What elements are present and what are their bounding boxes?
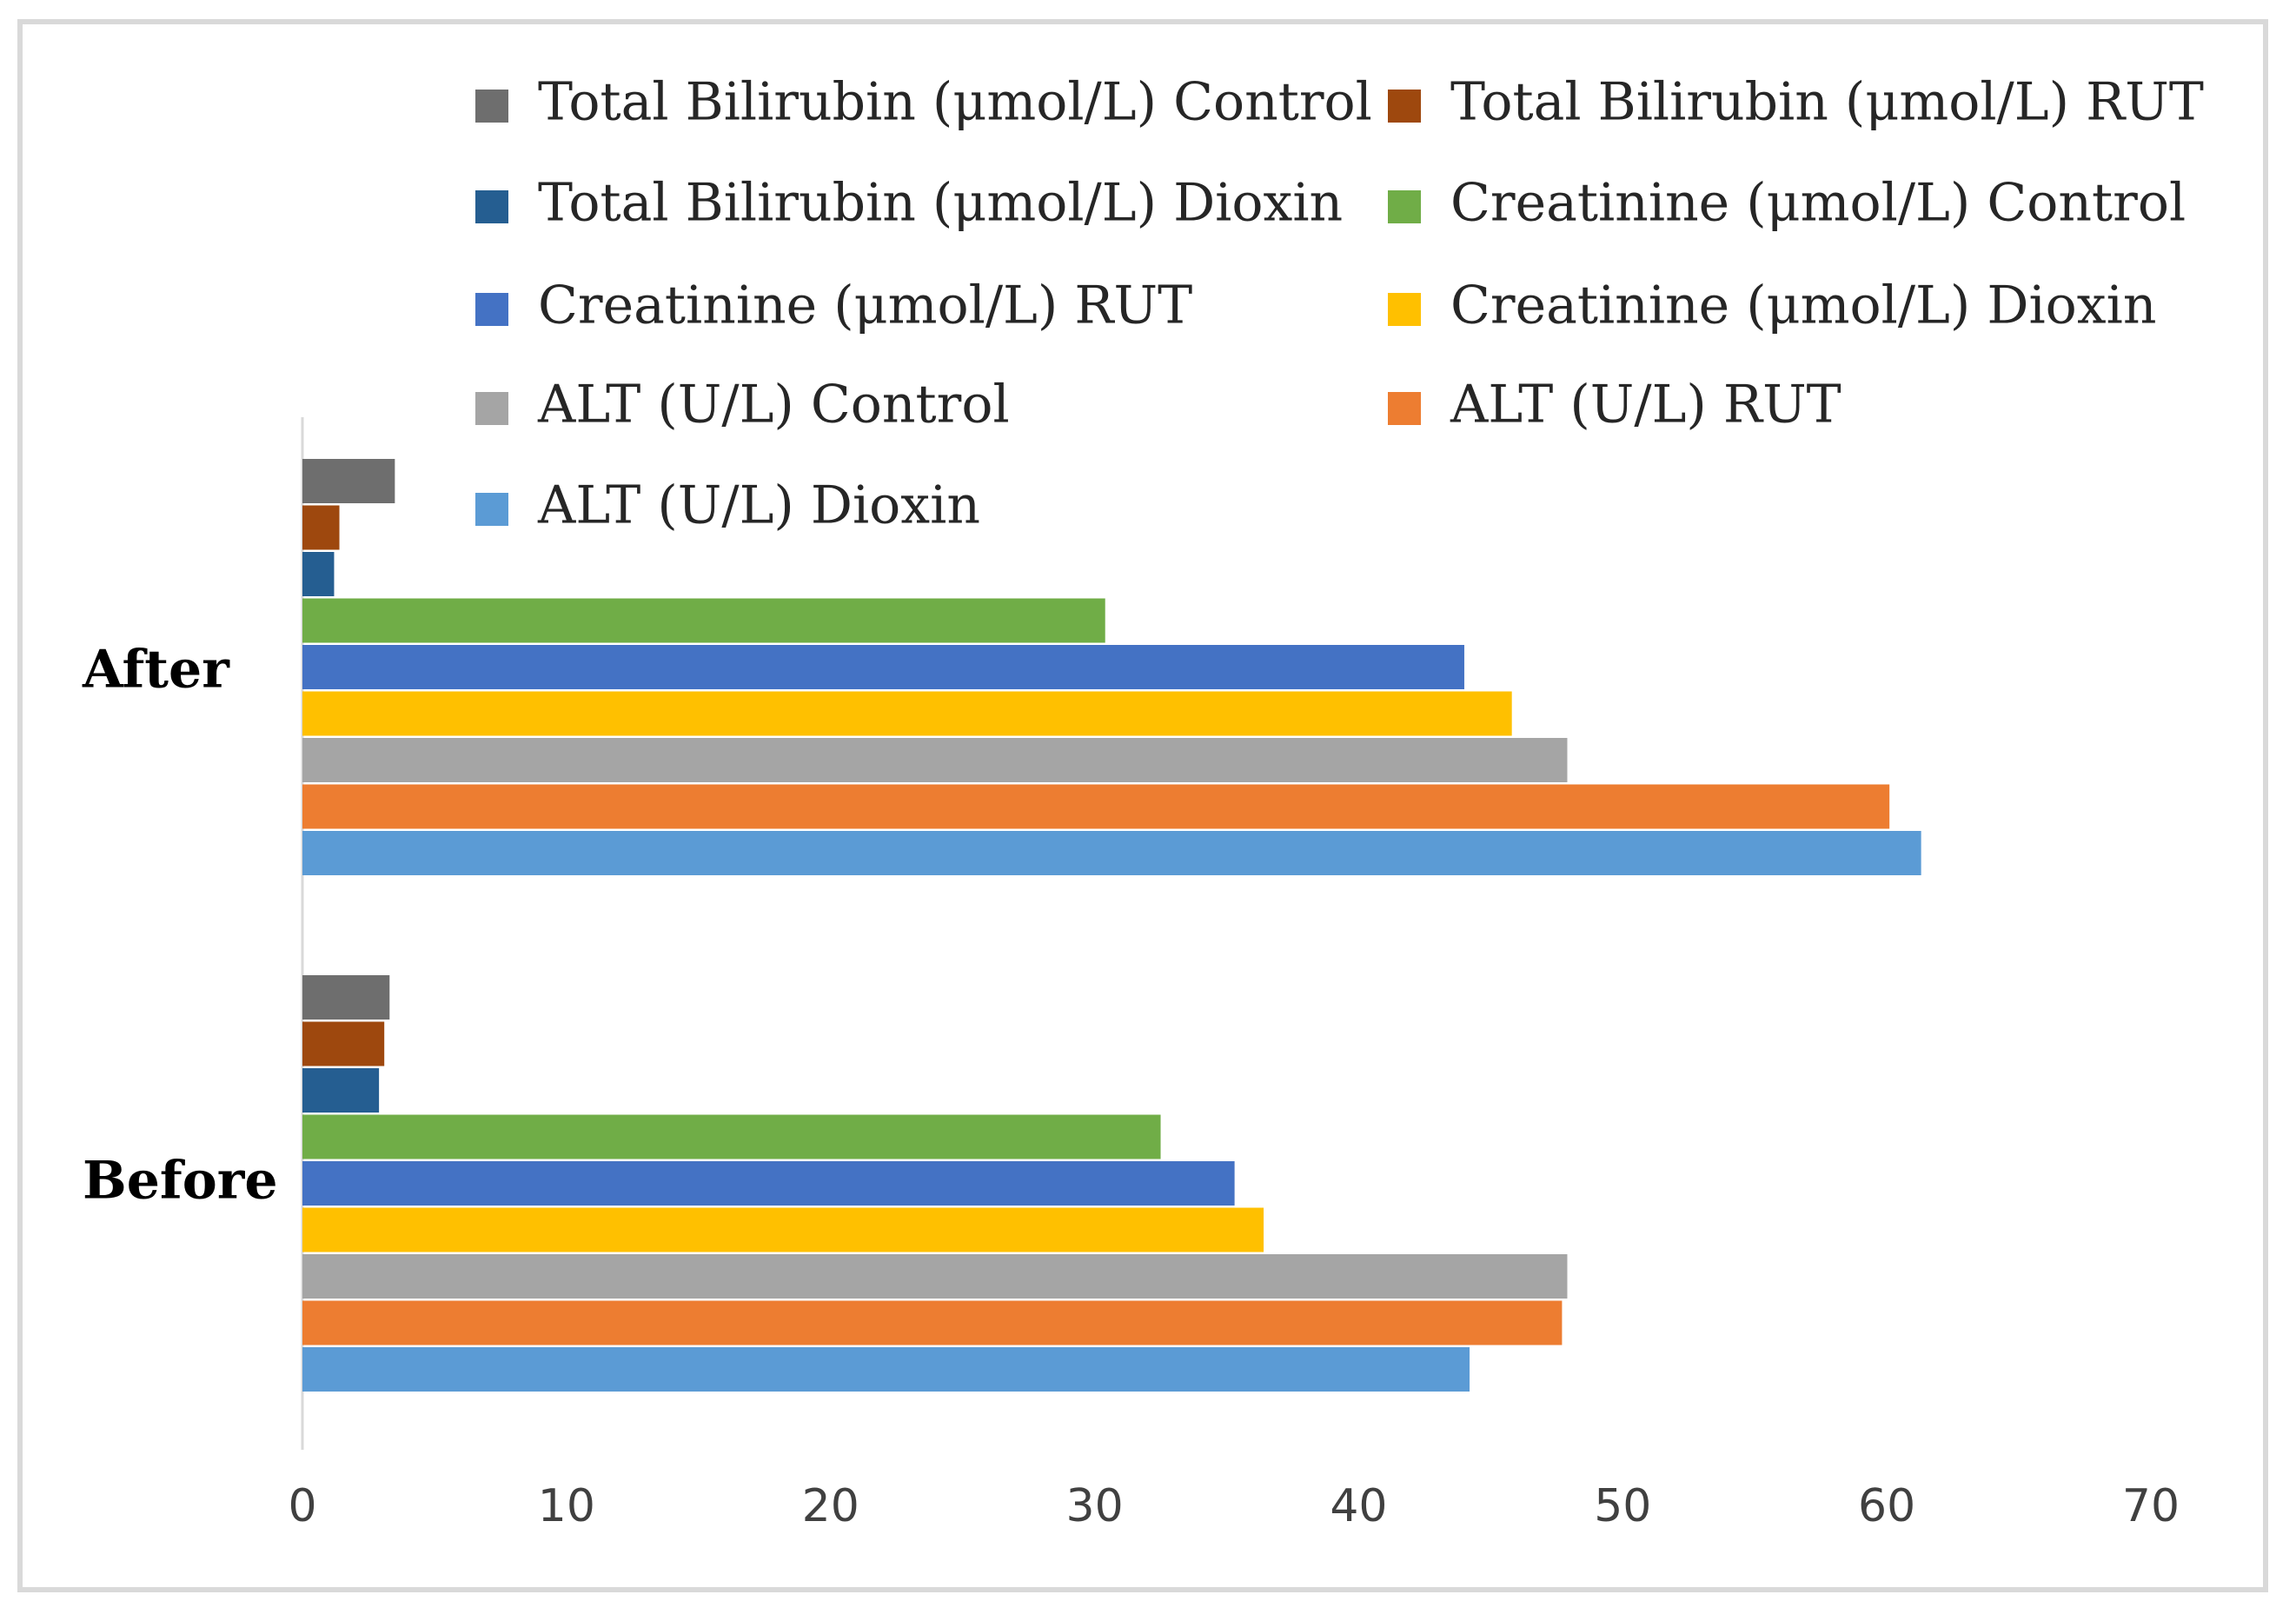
- bar-after-alt-u-l-rut: [302, 784, 1890, 829]
- legend-swatch-creatinine-umol-l-control: [1388, 190, 1421, 223]
- legend: Total Bilirubin (μmol/L) Control Total Bi…: [475, 72, 2204, 536]
- bar-after-total-bilirubin-umol-l-control: [302, 459, 395, 503]
- legend-label-creatinine-umol-l-control: Creatinine (μmol/L) Control: [1450, 173, 2186, 234]
- category-labels: After Before: [82, 640, 278, 1212]
- bars-group: [302, 459, 1921, 1392]
- x-tick-label-0: 0: [288, 1480, 316, 1532]
- bar-after-creatinine-umol-l-rut: [302, 645, 1464, 689]
- legend-swatch-creatinine-umol-l-dioxin: [1388, 293, 1421, 326]
- legend-label-total-bilirubin-umol-l-rut: Total Bilirubin (μmol/L) RUT: [1450, 72, 2204, 133]
- x-tick-label-40: 40: [1330, 1480, 1387, 1532]
- bar-after-total-bilirubin-umol-l-rut: [302, 505, 340, 550]
- bar-before-alt-u-l-control: [302, 1254, 1568, 1299]
- bar-after-total-bilirubin-umol-l-dioxin: [302, 552, 335, 596]
- bar-before-creatinine-umol-l-rut: [302, 1161, 1235, 1206]
- legend-swatch-creatinine-umol-l-rut: [475, 293, 508, 326]
- x-tick-label-10: 10: [538, 1480, 595, 1532]
- legend-swatch-alt-u-l-control: [475, 392, 508, 425]
- bar-after-creatinine-umol-l-dioxin: [302, 691, 1512, 736]
- legend-swatch-total-bilirubin-umol-l-rut: [1388, 90, 1421, 123]
- legend-label-creatinine-umol-l-rut: Creatinine (μmol/L) RUT: [538, 276, 1192, 336]
- legend-label-alt-u-l-control: ALT (U/L) Control: [537, 375, 1010, 435]
- bar-after-creatinine-umol-l-control: [302, 598, 1105, 643]
- bar-before-creatinine-umol-l-dioxin: [302, 1207, 1264, 1252]
- legend-label-alt-u-l-dioxin: ALT (U/L) Dioxin: [537, 475, 980, 536]
- bar-before-alt-u-l-rut: [302, 1300, 1563, 1345]
- legend-label-creatinine-umol-l-dioxin: Creatinine (μmol/L) Dioxin: [1450, 276, 2156, 336]
- category-label-after: After: [82, 640, 230, 701]
- bar-before-total-bilirubin-umol-l-rut: [302, 1021, 385, 1066]
- bar-after-alt-u-l-dioxin: [302, 831, 1921, 875]
- bar-before-total-bilirubin-umol-l-dioxin: [302, 1068, 380, 1113]
- bar-before-total-bilirubin-umol-l-control: [302, 975, 390, 1020]
- bar-before-alt-u-l-dioxin: [302, 1347, 1470, 1392]
- x-tick-label-20: 20: [802, 1480, 859, 1532]
- legend-swatch-total-bilirubin-umol-l-control: [475, 90, 508, 123]
- legend-swatch-alt-u-l-rut: [1388, 392, 1421, 425]
- legend-swatch-total-bilirubin-umol-l-dioxin: [475, 190, 508, 223]
- x-tick-label-70: 70: [2122, 1480, 2180, 1532]
- category-label-before: Before: [83, 1151, 278, 1212]
- legend-label-alt-u-l-rut: ALT (U/L) RUT: [1450, 375, 1841, 435]
- x-tick-label-30: 30: [1065, 1480, 1123, 1532]
- bar-before-creatinine-umol-l-control: [302, 1114, 1161, 1159]
- x-tick-label-60: 60: [1858, 1480, 1915, 1532]
- x-tick-label-50: 50: [1594, 1480, 1651, 1532]
- legend-label-total-bilirubin-umol-l-dioxin: Total Bilirubin (μmol/L) Dioxin: [538, 173, 1343, 234]
- x-tick-labels: 0 10 20 30 40 50 60 70: [288, 1480, 2180, 1532]
- legend-label-total-bilirubin-umol-l-control: Total Bilirubin (μmol/L) Control: [538, 72, 1372, 133]
- legend-swatch-alt-u-l-dioxin: [475, 493, 508, 526]
- bar-after-alt-u-l-control: [302, 738, 1568, 782]
